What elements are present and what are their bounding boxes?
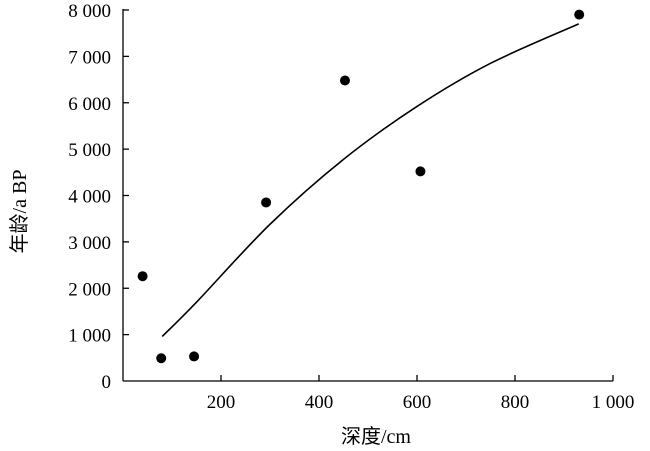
trend-line [161, 23, 580, 338]
data-point [189, 351, 200, 362]
data-point [574, 9, 585, 20]
y-tick-label: 8 000 [68, 1, 111, 22]
x-axis-title: 深度/cm [341, 425, 411, 448]
x-tick-label: 400 [305, 392, 334, 413]
y-axis-title: 年龄/a BP [8, 170, 31, 254]
x-tick-label: 800 [501, 392, 530, 413]
y-tick-label: 4 000 [68, 187, 111, 208]
y-tick-label: 6 000 [68, 94, 111, 115]
y-tick-label: 5 000 [68, 140, 111, 161]
x-tick-label: 200 [207, 392, 236, 413]
x-tick-label: 1 000 [592, 392, 635, 413]
y-tick-label: 0 [102, 372, 112, 393]
data-point [137, 271, 148, 282]
y-tick-label: 3 000 [68, 233, 111, 254]
y-tick-label: 1 000 [68, 326, 111, 347]
axes [122, 9, 613, 382]
y-axis-ticks: 0 1 000 2 000 3 000 4 000 5 000 6 000 7 000 8 00… [68, 1, 129, 393]
plot-area [137, 9, 585, 364]
y-tick-label: 2 000 [68, 279, 111, 300]
x-tick-label: 600 [403, 392, 432, 413]
data-point [339, 75, 350, 86]
x-axis-ticks: 200 400 600 800 1 000 [207, 375, 635, 413]
y-tick-label: 7 000 [68, 47, 111, 68]
data-point [156, 353, 167, 364]
data-point [415, 166, 426, 177]
data-point [261, 197, 272, 208]
